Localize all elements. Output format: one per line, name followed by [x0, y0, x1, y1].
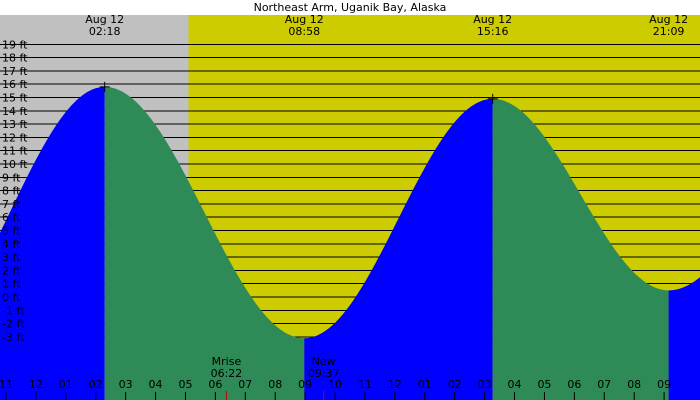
y-tick-label: 17 ft [2, 65, 28, 78]
y-tick-label: 8 ft [2, 185, 21, 198]
x-tick-label: 07 [597, 378, 611, 391]
rising-tide-area [0, 86, 105, 400]
x-tick-label: 02 [448, 378, 462, 391]
x-tick-label: 10 [328, 378, 342, 391]
extreme-date-label: Aug 12 [285, 13, 324, 26]
y-tick-label: 1 ft [2, 278, 21, 291]
y-tick-label-layer: -3 ft-2 ft-1 ft0 ft1 ft2 ft3 ft4 ft5 ft6… [2, 38, 28, 344]
moon-event-label: Mrise [212, 355, 242, 368]
extreme-date-label: Aug 12 [473, 13, 512, 26]
x-tick-label: 04 [508, 378, 522, 391]
extreme-date-label: Aug 12 [649, 13, 688, 26]
x-tick-label: 08 [268, 378, 282, 391]
y-tick-label: -3 ft [2, 331, 25, 344]
y-tick-label: 13 ft [2, 118, 28, 131]
tide-area-layer [0, 86, 700, 400]
moon-event-time: 06:22 [211, 367, 243, 380]
x-tick-label-layer: 11 12 01 02 03 04 05 06 07 08 09 10 11 12 01 02 03 04 05 06… [0, 378, 671, 400]
y-tick-label: 0 ft [2, 291, 21, 304]
extreme-time-label: 02:18 [89, 25, 121, 38]
x-tick-label: 01 [418, 378, 432, 391]
extreme-time-label: 08:58 [288, 25, 320, 38]
moon-event-time: 09:37 [308, 367, 340, 380]
y-tick-label: 6 ft [2, 211, 21, 224]
falling-tide-area [492, 98, 669, 400]
rising-tide-area [304, 98, 493, 400]
y-tick-label: 9 ft [2, 171, 21, 184]
x-tick-label: 07 [238, 378, 252, 391]
falling-tide-area [104, 86, 305, 400]
chart-title: Northeast Arm, Uganik Bay, Alaska [254, 1, 447, 14]
y-tick-label: 7 ft [2, 198, 21, 211]
y-tick-label: 16 ft [2, 78, 28, 91]
y-tick-label: -1 ft [2, 304, 25, 317]
y-tick-label: 14 ft [2, 105, 28, 118]
x-tick-label: 12 [388, 378, 402, 391]
y-tick-label: 15 ft [2, 92, 28, 105]
extreme-date-label: Aug 12 [85, 13, 124, 26]
x-tick-label: 05 [178, 378, 192, 391]
y-tick-label: 12 ft [2, 131, 28, 144]
x-tick-label: 03 [119, 378, 133, 391]
x-tick-label: 09 [657, 378, 671, 391]
y-tick-label: 10 ft [2, 158, 28, 171]
x-tick-label: 02 [89, 378, 103, 391]
x-tick-label: 12 [29, 378, 43, 391]
x-tick-label: 04 [149, 378, 163, 391]
y-tick-label: 3 ft [2, 251, 21, 264]
x-tick-label: 06 [567, 378, 581, 391]
extreme-time-label: 21:09 [653, 25, 685, 38]
x-tick-label: 09 [298, 378, 312, 391]
x-tick-label: 08 [627, 378, 641, 391]
y-tick-label: 19 ft [2, 38, 28, 51]
y-tick-label: 11 ft [2, 145, 28, 158]
x-tick-label: 11 [358, 378, 372, 391]
x-tick-label: 11 [0, 378, 13, 391]
y-tick-label: -2 ft [2, 318, 25, 331]
moon-event-label: New [312, 355, 336, 368]
extreme-time-label: 15:16 [477, 25, 509, 38]
x-tick-label: 06 [208, 378, 222, 391]
y-tick-label: 5 ft [2, 225, 21, 238]
x-tick-label: 03 [478, 378, 492, 391]
y-tick-label: 2 ft [2, 264, 21, 277]
y-tick-label: 4 ft [2, 238, 21, 251]
rising-tide-area [668, 277, 700, 400]
x-tick-label: 01 [59, 378, 73, 391]
y-tick-label: 18 ft [2, 52, 28, 65]
x-tick-label: 05 [537, 378, 551, 391]
